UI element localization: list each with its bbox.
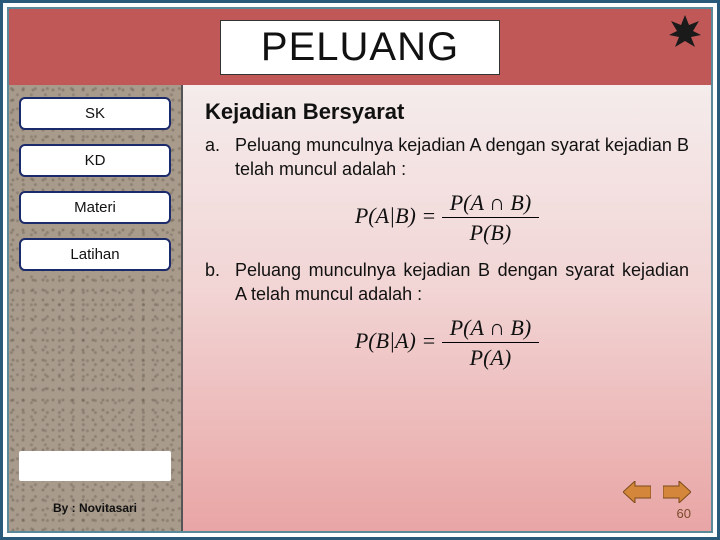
nav-arrows xyxy=(623,481,691,503)
formula-a: P(A|B) = P(A ∩ B) P(B) xyxy=(205,188,689,248)
header-bar: PELUANG xyxy=(9,9,711,85)
item-key: a. xyxy=(205,133,223,182)
item-text: Peluang munculnya kejadian B dengan syar… xyxy=(235,258,689,307)
content-body: a. Peluang munculnya kejadian A dengan s… xyxy=(205,133,689,373)
formula-fraction: P(A ∩ B) P(A) xyxy=(442,313,539,373)
sidebar-item-materi[interactable]: Materi xyxy=(19,191,171,224)
formula-numerator: P(A ∩ B) xyxy=(442,313,539,344)
formula-denominator: P(B) xyxy=(442,218,539,248)
sidebar-item-latihan[interactable]: Latihan xyxy=(19,238,171,271)
content-heading: Kejadian Bersyarat xyxy=(205,99,689,125)
body-area: SK KD Materi Latihan By : Novitasari Kej… xyxy=(9,85,711,531)
formula-b: P(B|A) = P(A ∩ B) P(A) xyxy=(205,313,689,373)
formula-left: P(A|B) = xyxy=(355,203,436,228)
close-icon[interactable] xyxy=(665,11,705,51)
inner-frame: PELUANG SK KD Materi Latihan By : Novita… xyxy=(7,7,713,533)
sidebar: SK KD Materi Latihan By : Novitasari xyxy=(9,85,181,531)
content-item-a: a. Peluang munculnya kejadian A dengan s… xyxy=(205,133,689,182)
blank-box xyxy=(19,451,171,481)
item-text: Peluang munculnya kejadian A dengan syar… xyxy=(235,133,689,182)
author-label: By : Novitasari xyxy=(19,501,171,519)
next-arrow-icon[interactable] xyxy=(663,481,691,503)
formula-left: P(B|A) = xyxy=(355,328,436,353)
content-panel: Kejadian Bersyarat a. Peluang munculnya … xyxy=(181,85,711,531)
outer-frame: PELUANG SK KD Materi Latihan By : Novita… xyxy=(0,0,720,540)
sidebar-item-sk[interactable]: SK xyxy=(19,97,171,130)
page-title: PELUANG xyxy=(220,20,500,75)
page-number: 60 xyxy=(677,506,691,521)
formula-numerator: P(A ∩ B) xyxy=(442,188,539,219)
formula-fraction: P(A ∩ B) P(B) xyxy=(442,188,539,248)
formula-denominator: P(A) xyxy=(442,343,539,373)
prev-arrow-icon[interactable] xyxy=(623,481,651,503)
item-key: b. xyxy=(205,258,223,307)
content-item-b: b. Peluang munculnya kejadian B dengan s… xyxy=(205,258,689,307)
sidebar-item-kd[interactable]: KD xyxy=(19,144,171,177)
